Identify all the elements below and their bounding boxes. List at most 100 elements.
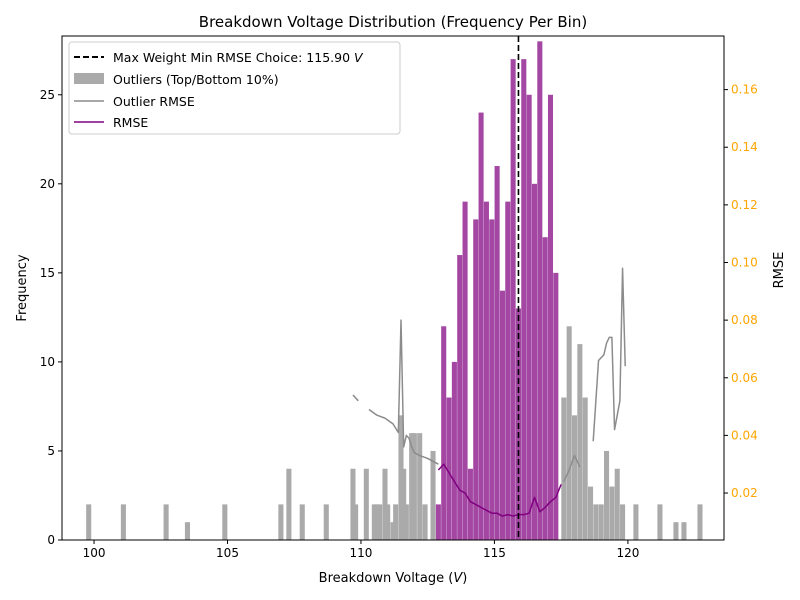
legend-label-choice-text: Max Weight Min RMSE Choice: 115.90 (113, 50, 354, 65)
legend-label-outliers: Outliers (Top/Bottom 10%) (113, 72, 279, 87)
y-left-tick-label: 20 (40, 177, 55, 191)
x-tick-label: 105 (216, 546, 239, 560)
x-tick-label: 120 (616, 546, 639, 560)
y-right-tick-label: 0.02 (731, 486, 758, 500)
legend-outlier-patch (74, 73, 104, 84)
y-left-tick-label: 15 (40, 266, 55, 280)
legend-label-choice: Max Weight Min RMSE Choice: 115.90 V (113, 50, 364, 65)
outlier-bar (593, 504, 599, 540)
frequency-bar (457, 255, 463, 541)
outlier-bar (350, 468, 356, 540)
frequency-bar (521, 59, 527, 541)
rmse-lines-layer (352, 267, 626, 517)
outlier-bar (371, 504, 377, 540)
frequency-bar (435, 504, 441, 540)
outlier-bar (374, 504, 380, 540)
y-left-tick-label: 10 (40, 355, 55, 369)
outlier-bar (184, 522, 190, 540)
frequency-bar (473, 219, 479, 540)
outlier-bar (353, 504, 359, 540)
x-axis-title-text: Breakdown Voltage ( (319, 571, 454, 586)
legend: Max Weight Min RMSE Choice: 115.90 V Out… (68, 41, 401, 135)
outlier-bar (286, 468, 292, 540)
x-tick-label: 110 (350, 546, 373, 560)
outlier-bar (323, 504, 329, 540)
outlier-bar (566, 326, 572, 540)
outlier-bar (620, 504, 626, 540)
plot-frame (61, 35, 725, 541)
y-right-tick-label: 0.16 (731, 83, 758, 97)
y-axis-right-title: RMSE (772, 252, 787, 289)
outlier-bar (278, 504, 284, 540)
frequency-bar (505, 201, 511, 540)
outlier-bar (577, 344, 583, 540)
frequency-bar (478, 112, 484, 540)
outlier-rmse-line (563, 454, 581, 482)
outlier-bar (163, 504, 169, 540)
outlier-bar (681, 522, 687, 540)
outlier-bar (86, 504, 92, 540)
frequency-bar (553, 272, 559, 540)
outlier-bar (633, 504, 639, 540)
outlier-bar (299, 504, 305, 540)
outlier-bar (417, 433, 423, 540)
legend-label-outlier-rmse: Outlier RMSE (113, 94, 195, 109)
frequency-bar (547, 94, 554, 541)
x-tick-label: 115 (483, 546, 506, 560)
y-left-tick-label: 5 (47, 444, 55, 458)
y-right-tick-label: 0.04 (731, 428, 758, 442)
frequency-bar (531, 183, 538, 540)
legend-box (68, 41, 401, 135)
frequency-bar (494, 166, 500, 540)
outlier-bar (411, 433, 417, 540)
outlier-bar (222, 504, 228, 540)
frequency-bar (542, 237, 548, 541)
outlier-rmse-line (368, 408, 386, 419)
frequency-bar (483, 201, 489, 540)
outlier-bar (614, 468, 620, 540)
y-axis-right-ticks: 0.02 0.04 0.06 0.08 0.10 0.12 0.14 0.16 (724, 83, 758, 500)
outlier-bar (409, 433, 415, 540)
outlier-rmse-line (592, 267, 626, 442)
y-axis-left-title: Frequency (15, 254, 30, 321)
chart-title: Breakdown Voltage Distribution (Frequenc… (199, 13, 587, 31)
rmse-line (437, 463, 562, 517)
y-right-tick-label: 0.10 (731, 255, 758, 269)
frequency-bar (537, 41, 543, 541)
outlier-bar (673, 522, 679, 540)
outlier-bar (120, 504, 126, 540)
outlier-bar (393, 504, 399, 540)
frequency-bar (451, 361, 457, 540)
frequency-bar (510, 59, 516, 541)
outlier-bar (571, 415, 578, 540)
y-axis-left-ticks: 0 5 10 15 20 25 (40, 88, 62, 547)
x-axis-title-unit: V (453, 571, 463, 586)
outlier-rmse-line (352, 394, 359, 402)
outlier-bar (363, 468, 369, 540)
legend-label-rmse: RMSE (113, 115, 148, 130)
frequency-bar (467, 468, 473, 540)
outlier-bar (588, 486, 594, 540)
outlier-bar (422, 504, 428, 540)
outlier-bar (403, 504, 409, 540)
y-right-tick-label: 0.06 (731, 371, 758, 385)
y-left-tick-label: 0 (47, 533, 55, 547)
outlier-bar (398, 415, 404, 540)
outlier-rmse-line (384, 319, 439, 465)
outlier-bar (582, 397, 588, 540)
x-axis-title: Breakdown Voltage (V) (319, 571, 468, 586)
outlier-bar (609, 486, 615, 540)
frequency-bar (462, 201, 468, 540)
outlier-bar (561, 397, 567, 540)
outlier-bar (401, 468, 407, 540)
frequency-bar (526, 94, 532, 541)
outlier-bar (697, 504, 703, 540)
x-tick-label: 100 (83, 546, 106, 560)
y-right-tick-label: 0.12 (731, 198, 758, 212)
outlier-bar (598, 504, 604, 540)
outlier-bar (377, 504, 383, 540)
y-left-tick-label: 25 (40, 88, 55, 102)
outlier-bar (385, 504, 391, 540)
frequency-bar (441, 326, 447, 540)
